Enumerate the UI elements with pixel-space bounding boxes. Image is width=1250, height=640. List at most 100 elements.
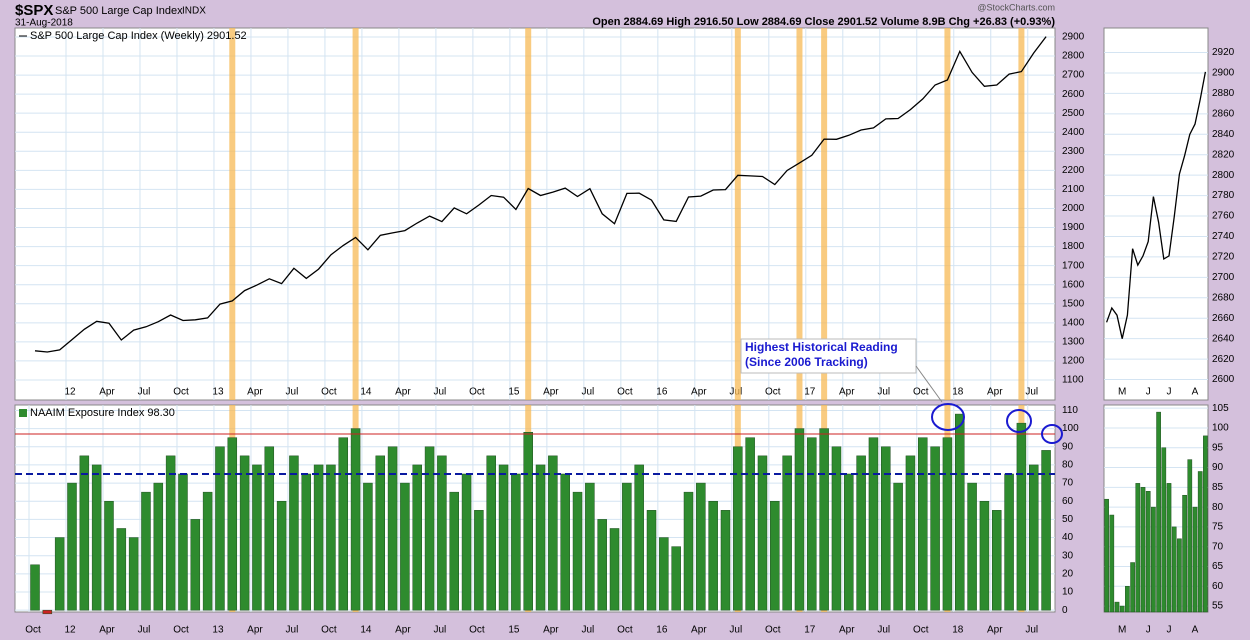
bar — [239, 455, 250, 611]
x-tick-label: Oct — [617, 625, 633, 636]
price-line — [34, 36, 1047, 353]
x-tick-label: J — [1146, 387, 1151, 398]
bar — [116, 528, 127, 611]
x-tick-label: 14 — [360, 387, 372, 398]
y-tick-label: 10 — [1062, 587, 1074, 598]
bar — [979, 500, 990, 611]
x-tick-label: Oct — [469, 625, 485, 636]
bar — [1151, 506, 1156, 613]
bar — [1041, 450, 1051, 611]
bar — [720, 510, 731, 611]
y-tick-label: 70 — [1062, 478, 1074, 489]
bar — [807, 437, 817, 611]
x-tick-label: Jul — [877, 387, 890, 398]
bar — [733, 446, 743, 611]
y-tick-label: 2800 — [1062, 51, 1085, 62]
bar — [1156, 411, 1161, 613]
bar — [918, 437, 928, 611]
x-tick-label: Jul — [877, 625, 890, 636]
bar — [1109, 514, 1115, 613]
x-tick-label: J — [1146, 625, 1151, 636]
y-tick-label: 2680 — [1212, 292, 1235, 303]
exchange: INDX — [182, 6, 206, 17]
bar — [905, 455, 916, 611]
bar — [597, 519, 607, 611]
highlight-circle — [1041, 424, 1063, 444]
y-tick-label: 30 — [1062, 550, 1074, 561]
bar — [930, 446, 940, 611]
bar — [30, 564, 40, 611]
bar — [1130, 562, 1135, 613]
bar — [387, 446, 398, 611]
bar — [967, 482, 977, 611]
x-tick-label: Apr — [395, 387, 411, 398]
y-tick-label: 2300 — [1062, 146, 1085, 157]
y-tick-label: 2900 — [1062, 32, 1085, 43]
bar — [955, 413, 965, 611]
x-tick-label: Apr — [543, 625, 559, 636]
bar — [868, 437, 879, 611]
y-tick-label: 110 — [1062, 405, 1078, 416]
y-tick-label: 100 — [1212, 423, 1229, 434]
legend-swatch — [19, 409, 27, 417]
x-tick-label: Oct — [913, 625, 929, 636]
bar — [992, 510, 1002, 611]
x-tick-label: Apr — [839, 387, 855, 398]
highlight-band — [229, 28, 236, 400]
x-tick-label: 13 — [212, 387, 224, 398]
y-tick-label: 2760 — [1212, 211, 1235, 222]
annotation-text: Highest Historical Reading — [745, 340, 898, 354]
symbol: $SPX — [15, 2, 53, 19]
bar — [178, 473, 188, 611]
x-tick-label: Apr — [839, 625, 855, 636]
bar — [449, 491, 459, 611]
annotation-layer: Highest Historical Reading (Since 2006 T… — [740, 338, 1063, 444]
credit: @StockCharts.com — [977, 2, 1055, 12]
y-tick-label: 2100 — [1062, 184, 1085, 195]
x-tick-label: Jul — [729, 625, 742, 636]
bar — [1166, 483, 1172, 613]
bar — [153, 482, 164, 611]
bar — [227, 437, 238, 611]
bar — [881, 446, 891, 611]
price-panel — [14, 27, 1056, 401]
y-tick-label: 70 — [1212, 541, 1224, 552]
x-tick-label: 17 — [804, 387, 816, 398]
y-tick-label: 2700 — [1062, 70, 1085, 81]
x-tick-label: Apr — [395, 625, 411, 636]
bar — [659, 537, 669, 611]
bar — [141, 491, 151, 611]
y-tick-label: 2660 — [1212, 313, 1235, 324]
y-tick-label: 80 — [1212, 502, 1224, 513]
bar — [634, 464, 644, 611]
x-tick-label: Jul — [286, 387, 299, 398]
y-tick-label: 2640 — [1212, 333, 1235, 344]
y-tick-label: 100 — [1062, 423, 1079, 434]
y-tick-label: 50 — [1062, 514, 1074, 525]
bar — [1182, 494, 1187, 613]
bar — [1187, 459, 1193, 613]
bar — [535, 464, 546, 611]
annotation-text: (Since 2006 Tracking) — [745, 355, 868, 369]
y-tick-label: 20 — [1062, 569, 1074, 580]
y-tick-label: 1500 — [1062, 298, 1085, 309]
bar — [1140, 487, 1146, 613]
annotation-box — [740, 338, 917, 374]
bar — [585, 482, 595, 611]
bar — [548, 455, 558, 611]
x-tick-label: 15 — [508, 625, 520, 636]
bar — [486, 455, 496, 611]
y-tick-label: 2920 — [1212, 47, 1235, 58]
x-tick-label: 16 — [656, 387, 668, 398]
bar — [794, 428, 805, 611]
x-tick-label: A — [1192, 625, 1199, 636]
bar — [326, 464, 336, 611]
bar — [1203, 435, 1208, 613]
legend-label: S&P 500 Large Cap Index (Weekly) 2901.52 — [30, 30, 247, 42]
y-tick-label: 40 — [1062, 532, 1074, 543]
bar — [42, 609, 53, 615]
bar — [1145, 491, 1151, 613]
y-tick-label: 2780 — [1212, 190, 1235, 201]
x-tick-label: Apr — [987, 387, 1003, 398]
y-tick-label: 1300 — [1062, 337, 1085, 348]
